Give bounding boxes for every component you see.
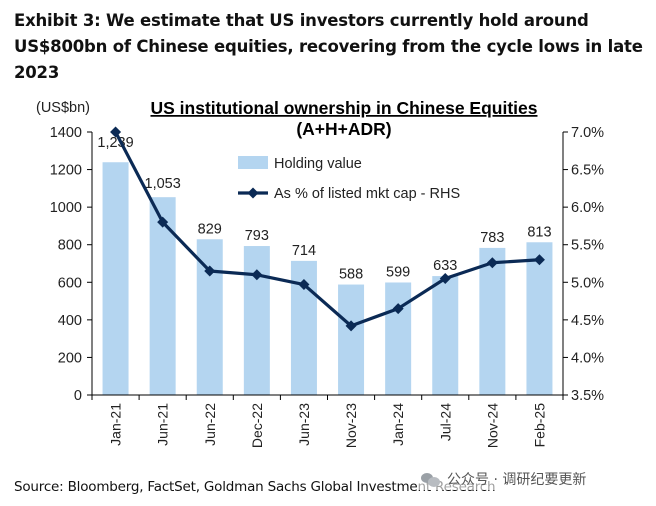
line-point	[110, 126, 122, 138]
bar-dec-22	[243, 246, 270, 395]
y-tick-label-left: 1200	[50, 163, 82, 179]
wechat-icon	[421, 471, 441, 487]
x-tick-label: Jun-21	[155, 403, 171, 446]
bar-jan-24	[385, 282, 412, 395]
y-tick-label-left: 0	[74, 388, 82, 404]
x-tick-label: Nov-24	[484, 403, 500, 448]
y-tick-label-right: 7.0%	[571, 125, 604, 141]
y-tick-label-left: 400	[58, 313, 82, 329]
bar-value-label: 714	[292, 243, 316, 259]
y-tick-label-left: 1000	[50, 200, 82, 216]
x-tick-label: Jan-21	[108, 403, 124, 446]
y-tick-label-right: 6.0%	[571, 200, 604, 216]
source-note: Source: Bloomberg, FactSet, Goldman Sach…	[14, 479, 496, 495]
watermark: 公众号 · 调研纪要更新	[418, 468, 590, 490]
line-point	[439, 273, 451, 285]
line-point	[392, 303, 404, 315]
x-tick-label: Nov-23	[343, 403, 359, 448]
line-point	[157, 216, 169, 228]
y-tick-label-right: 4.5%	[571, 313, 604, 329]
exhibit-title: Exhibit 3: We estimate that US investors…	[14, 11, 643, 82]
legend-marker-pct	[247, 187, 259, 199]
y-tick-label-right: 6.5%	[571, 163, 604, 179]
y-tick-label-left: 600	[58, 275, 82, 291]
y-tick-label-left: 800	[58, 238, 82, 254]
bar-jun-22	[196, 239, 223, 395]
line-series-pct-mkt-cap	[114, 131, 540, 328]
line-point	[204, 265, 216, 277]
legend-label-pct: As % of listed mkt cap - RHS	[274, 186, 460, 202]
bar-value-label: 599	[386, 264, 410, 280]
bar-value-label: 588	[339, 267, 363, 283]
bar-nov-24	[479, 247, 506, 395]
y-axis-label: (US$bn)	[36, 100, 90, 116]
watermark-text: 公众号 · 调研纪要更新	[447, 472, 587, 488]
bar-value-label: 783	[480, 230, 504, 246]
legend-label-holding-value: Holding value	[274, 156, 362, 172]
bar-jul-24	[432, 276, 459, 395]
line-point	[533, 254, 545, 266]
x-tick-label: Jan-24	[390, 403, 406, 446]
x-tick-label: Jul-24	[437, 403, 453, 441]
bar-value-label: 829	[198, 221, 222, 237]
y-tick-label-right: 3.5%	[571, 388, 604, 404]
x-tick-label: Jun-23	[296, 403, 312, 446]
line-point	[251, 269, 263, 281]
x-tick-label: Jun-22	[202, 403, 218, 446]
bar-jan-21	[102, 162, 129, 395]
bar-nov-23	[338, 284, 365, 395]
chart-subtitle: (A+H+ADR)	[296, 119, 391, 139]
bar-value-label: 633	[433, 258, 457, 274]
y-tick-label-right: 5.5%	[571, 238, 604, 254]
y-tick-label-right: 4.0%	[571, 350, 604, 366]
y-tick-label-left: 1400	[50, 125, 82, 141]
line-point	[298, 279, 310, 291]
bar-value-label: 793	[245, 228, 269, 244]
x-tick-label: Feb-25	[531, 403, 547, 448]
line-point	[486, 257, 498, 269]
legend-swatch-holding-value	[238, 156, 268, 169]
y-tick-label-right: 5.0%	[571, 275, 604, 291]
bar-value-label: 1,053	[145, 176, 181, 192]
bar-feb-25	[526, 242, 553, 395]
line-point	[345, 320, 357, 332]
bar-value-label: 813	[527, 224, 551, 240]
chart-title: US institutional ownership in Chinese Eq…	[151, 98, 538, 118]
x-tick-label: Dec-22	[249, 403, 265, 448]
y-tick-label-left: 200	[58, 350, 82, 366]
